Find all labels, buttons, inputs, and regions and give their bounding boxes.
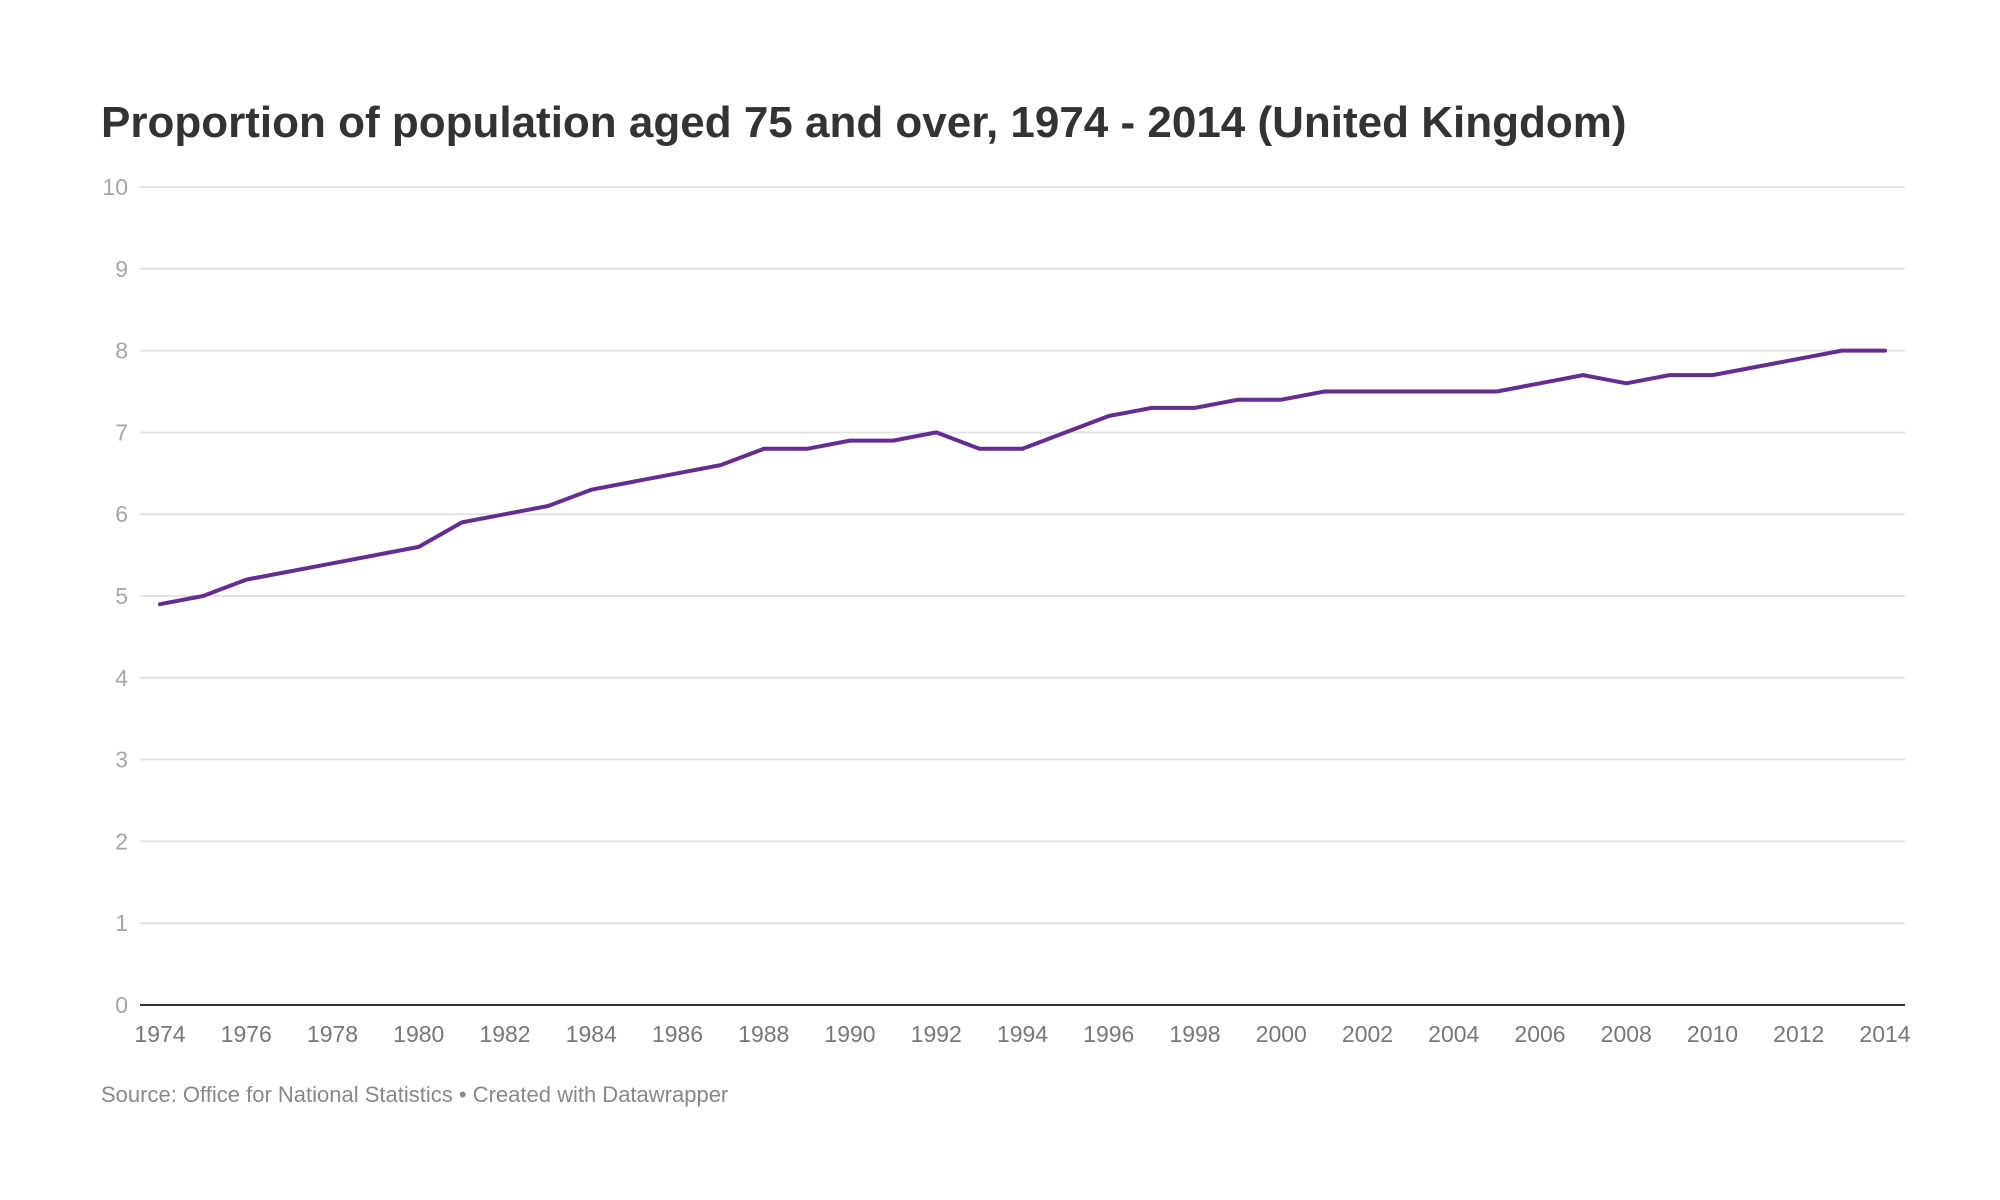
data-point <box>1839 348 1845 354</box>
chart-footer: Source: Office for National Statistics •… <box>101 1082 728 1108</box>
y-tick-label: 9 <box>115 256 128 282</box>
y-tick-label: 10 <box>102 174 128 200</box>
x-tick-label: 1994 <box>997 1021 1048 1047</box>
data-point <box>1796 356 1802 362</box>
x-tick-label: 2004 <box>1428 1021 1479 1047</box>
data-point <box>1408 389 1414 395</box>
data-point <box>588 487 594 493</box>
x-tick-label: 1978 <box>307 1021 358 1047</box>
data-point <box>373 552 379 558</box>
x-tick-label: 2010 <box>1687 1021 1738 1047</box>
data-point <box>890 438 896 444</box>
data-point <box>459 519 465 525</box>
data-point <box>976 446 982 452</box>
credit-note: Created with Datawrapper <box>472 1082 729 1107</box>
data-point <box>847 438 853 444</box>
y-tick-label: 5 <box>115 583 128 609</box>
data-point <box>1537 380 1543 386</box>
data-point <box>1192 405 1198 411</box>
x-tick-label: 1974 <box>134 1021 185 1047</box>
y-tick-label: 3 <box>115 747 128 773</box>
data-point <box>1321 389 1327 395</box>
x-tick-label: 1984 <box>566 1021 617 1047</box>
data-point <box>1451 389 1457 395</box>
data-point <box>1710 372 1716 378</box>
data-point <box>933 429 939 435</box>
x-tick-label: 1982 <box>479 1021 530 1047</box>
data-point <box>1753 364 1759 370</box>
y-tick-label: 7 <box>115 419 128 445</box>
data-point <box>1494 389 1500 395</box>
x-tick-label: 2014 <box>1859 1021 1910 1047</box>
data-point <box>1020 446 1026 452</box>
footer-separator: • <box>452 1082 473 1107</box>
x-tick-label: 2002 <box>1342 1021 1393 1047</box>
data-point <box>286 568 292 574</box>
data-point <box>1365 389 1371 395</box>
data-point <box>1278 397 1284 403</box>
x-tick-label: 1980 <box>393 1021 444 1047</box>
y-tick-label: 6 <box>115 501 128 527</box>
y-tick-label: 1 <box>115 910 128 936</box>
data-point <box>330 560 336 566</box>
y-tick-label: 0 <box>115 992 128 1018</box>
data-point <box>1580 372 1586 378</box>
x-tick-label: 2008 <box>1601 1021 1652 1047</box>
y-tick-label: 4 <box>115 665 128 691</box>
x-tick-label: 1976 <box>221 1021 272 1047</box>
data-point <box>675 470 681 476</box>
data-point <box>718 462 724 468</box>
data-point <box>545 503 551 509</box>
data-point <box>416 544 422 550</box>
data-point <box>243 577 249 583</box>
data-point <box>1882 348 1888 354</box>
data-point <box>1235 397 1241 403</box>
data-point <box>761 446 767 452</box>
x-tick-label: 1992 <box>911 1021 962 1047</box>
data-point <box>1623 380 1629 386</box>
series-layer <box>157 348 1888 607</box>
y-tick-label: 2 <box>115 828 128 854</box>
x-tick-label: 1990 <box>824 1021 875 1047</box>
x-tick-label: 2012 <box>1773 1021 1824 1047</box>
data-point <box>157 601 163 607</box>
data-point <box>1666 372 1672 378</box>
data-point <box>631 478 637 484</box>
x-tick-label: 2000 <box>1256 1021 1307 1047</box>
source-note: Source: Office for National Statistics <box>101 1082 453 1107</box>
x-tick-label: 1998 <box>1169 1021 1220 1047</box>
data-point <box>502 511 508 517</box>
data-point <box>200 593 206 599</box>
x-tick-label: 1988 <box>738 1021 789 1047</box>
data-point <box>1063 429 1069 435</box>
x-tick-label: 1996 <box>1083 1021 1134 1047</box>
data-point <box>1149 405 1155 411</box>
x-axis-tick-labels: 1974 1976 1978 1980 1982 1984 1986 1988 1990 1992… <box>134 1021 1910 1047</box>
y-tick-label: 8 <box>115 338 128 364</box>
series-line-0 <box>158 348 1887 607</box>
data-point <box>1106 413 1112 419</box>
x-tick-label: 2006 <box>1514 1021 1565 1047</box>
data-point <box>804 446 810 452</box>
gridlines <box>140 186 1905 925</box>
x-tick-label: 1986 <box>652 1021 703 1047</box>
y-axis-tick-labels: 0 1 2 3 4 5 6 7 8 9 10 <box>102 174 128 1018</box>
chart-title: Proportion of population aged 75 and ove… <box>101 98 1627 147</box>
